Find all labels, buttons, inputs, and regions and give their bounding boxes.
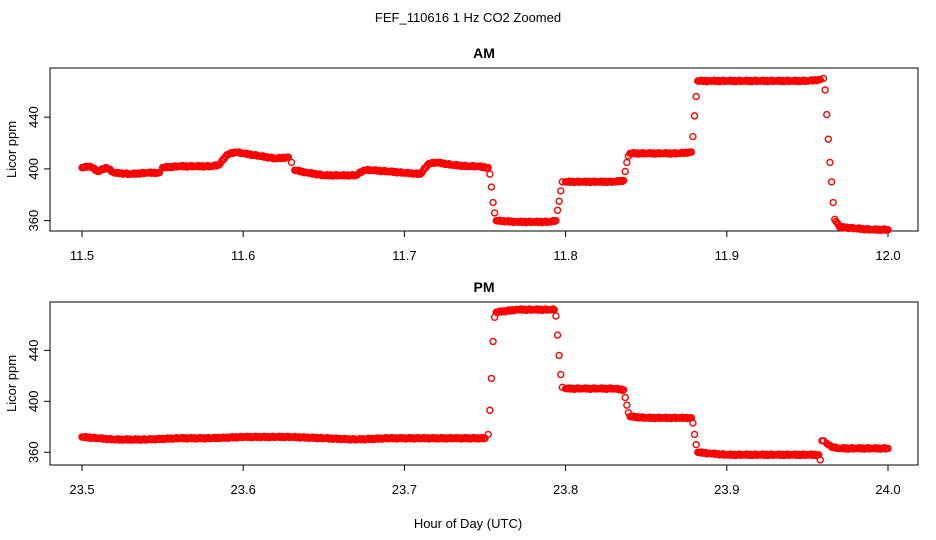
am-y-tick-label: 440: [26, 106, 41, 128]
pm-y-axis-label: Licor ppm: [4, 355, 19, 412]
am-data-point: [553, 206, 562, 215]
pm-data-point: [552, 312, 560, 320]
am-data-point: [827, 178, 836, 186]
pm-data-point: [816, 456, 824, 464]
pm-x-tick-label: 23.9: [714, 482, 739, 497]
pm-x-tick-label: 24.0: [875, 482, 900, 497]
am-data-point: [884, 226, 892, 234]
am-data-point: [823, 110, 831, 119]
am-plot-frame: [49, 67, 919, 232]
am-data-point: [552, 216, 560, 225]
am-data-point: [555, 197, 563, 205]
pm-panel-title: PM: [474, 279, 495, 295]
pm-x-tick-label: 23.6: [231, 482, 256, 497]
pm-data-point: [689, 419, 697, 427]
pm-data-point: [557, 370, 565, 379]
am-data-point: [619, 176, 628, 185]
am-data-point: [829, 198, 837, 207]
pm-data-point: [692, 440, 700, 449]
pm-y-tick-label: 440: [26, 340, 41, 362]
pm-data-point: [486, 406, 494, 414]
am-x-tick-label: 11.6: [231, 248, 255, 263]
pm-data-point: [623, 401, 631, 409]
pm-plot-frame: [49, 301, 919, 466]
am-panel: AM Licor ppm 360 400 440 11.5 11.6 11.7 11.8 11.9…: [4, 45, 919, 263]
am-data-point: [489, 198, 497, 207]
am-data-point: [484, 163, 492, 172]
am-data-point: [690, 112, 699, 120]
am-data-point: [824, 135, 833, 143]
pm-x-tick-label: 23.5: [69, 482, 94, 497]
pm-data-point: [553, 331, 562, 339]
pm-data-point: [621, 393, 629, 402]
am-data-point: [826, 158, 834, 167]
am-series: [78, 74, 892, 235]
am-data-point: [621, 167, 629, 176]
am-data-point: [821, 86, 829, 94]
x-axis-label: Hour of Day (UTC): [414, 516, 522, 531]
am-data-point: [557, 187, 565, 195]
am-data-point: [689, 132, 697, 141]
am-x-tick-label: 11.8: [553, 248, 577, 263]
am-x-tick-label: 12.0: [875, 248, 900, 263]
pm-data-point: [489, 337, 497, 346]
figure-title: FEF_110616 1 Hz CO2 Zoomed: [375, 10, 561, 25]
am-data-point: [487, 183, 496, 191]
am-data-point: [155, 169, 164, 177]
am-y-tick-label: 400: [26, 158, 41, 180]
am-panel-title: AM: [473, 45, 495, 61]
pm-y-tick-label: 360: [26, 441, 41, 463]
am-data-point: [617, 176, 625, 185]
am-y-tick-label: 360: [26, 210, 41, 232]
am-data-point: [819, 74, 828, 83]
am-data-point: [486, 170, 494, 178]
pm-x-tick-label: 23.8: [553, 482, 578, 497]
am-data-point: [687, 148, 696, 156]
am-x-tick-label: 11.9: [715, 248, 739, 263]
am-data-point: [284, 153, 293, 161]
pm-data-point: [555, 351, 563, 360]
pm-data-point: [550, 305, 559, 314]
pm-data-point: [487, 374, 496, 383]
pm-data-point: [484, 430, 492, 439]
am-x-tick-label: 11.7: [392, 248, 416, 263]
pm-data-point: [884, 444, 892, 453]
pm-data-point: [690, 430, 699, 439]
pm-data-point: [619, 386, 628, 394]
pm-series: [78, 305, 892, 464]
am-y-axis-label: Licor ppm: [4, 121, 19, 178]
pm-x-tick-label: 23.7: [392, 482, 417, 497]
am-data-point: [490, 209, 499, 217]
am-x-tick-label: 11.5: [70, 248, 94, 263]
am-data-point: [692, 92, 700, 101]
am-data-point: [623, 158, 631, 167]
pm-y-tick-label: 400: [26, 390, 41, 412]
pm-panel: PM Licor ppm 360 400 440 23.5 23.6 23.7 23.8 23.9…: [4, 279, 919, 497]
am-data-point: [287, 158, 296, 167]
